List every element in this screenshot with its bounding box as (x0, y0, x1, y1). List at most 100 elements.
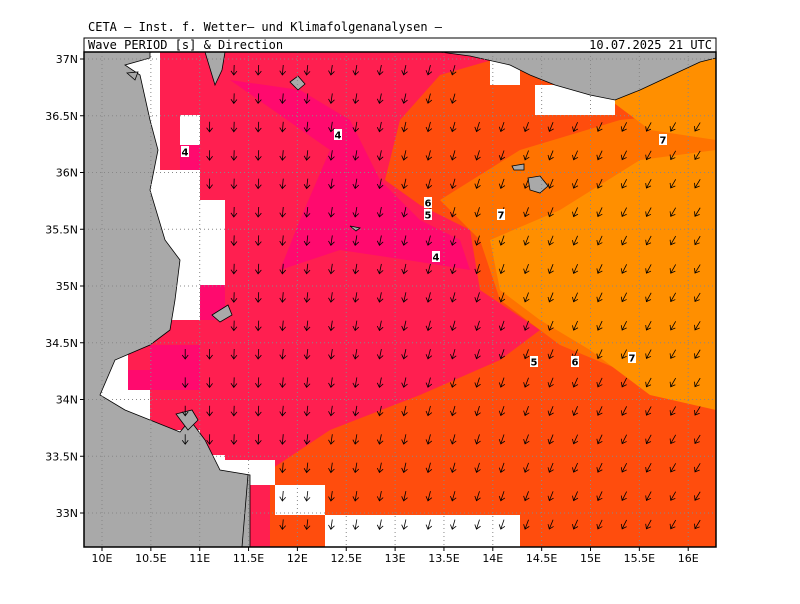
lat-tick-label: 33N (56, 507, 78, 520)
direction-arrow (645, 264, 652, 274)
direction-arrow (450, 491, 457, 502)
direction-arrow (181, 405, 189, 417)
direction-arrow (498, 377, 506, 388)
direction-arrow (694, 264, 701, 274)
direction-arrow (279, 178, 286, 190)
direction-arrow (425, 150, 433, 161)
direction-arrow (450, 93, 457, 104)
contour-label-box (334, 129, 342, 140)
direction-arrow (645, 519, 652, 530)
direction-arrow (669, 519, 677, 530)
direction-arrow (572, 377, 579, 388)
direction-arrow (255, 263, 262, 275)
direction-arrow (523, 349, 530, 360)
direction-arrow (450, 65, 457, 76)
direction-arrow (645, 207, 652, 217)
direction-arrow (230, 320, 238, 332)
direction-arrow (547, 264, 554, 275)
direction-arrow (279, 519, 286, 531)
direction-arrow (376, 519, 384, 530)
direction-arrow (596, 377, 603, 388)
direction-arrow (328, 235, 335, 247)
direction-arrow (401, 405, 408, 417)
direction-arrow (620, 122, 628, 132)
direction-arrow (620, 434, 628, 445)
direction-arrow (425, 462, 433, 474)
grid (84, 52, 716, 547)
direction-arrow (620, 349, 628, 360)
direction-arrow (425, 491, 433, 502)
direction-arrow (694, 491, 701, 501)
direction-arrow (450, 292, 457, 303)
land-tunisia-libya (84, 52, 251, 547)
direction-arrow (547, 434, 554, 445)
contour-label-box (497, 209, 505, 220)
direction-arrow (620, 320, 628, 331)
direction-arrow (498, 349, 506, 360)
direction-arrow (547, 207, 554, 218)
direction-arrow (328, 434, 335, 445)
direction-arrow (523, 434, 530, 445)
direction-arrow (523, 150, 530, 161)
direction-arrow (694, 463, 701, 473)
direction-arrow (328, 519, 335, 531)
direction-arrow (376, 320, 384, 332)
direction-arrow (523, 519, 530, 530)
direction-arrow (523, 462, 530, 473)
direction-arrow (474, 178, 481, 190)
direction-arrow (376, 462, 384, 474)
direction-arrow (401, 93, 408, 104)
direction-arrow (694, 235, 701, 246)
direction-arrow (474, 462, 481, 474)
direction-arrow (547, 406, 554, 417)
direction-arrow (620, 462, 628, 473)
contour-label: 4 (335, 131, 342, 142)
contour-label-box (659, 134, 667, 145)
direction-arrow (376, 491, 384, 502)
direction-arrow (596, 178, 603, 189)
direction-arrow (181, 377, 189, 389)
direction-arrow (230, 64, 238, 76)
direction-arrow (352, 377, 360, 388)
direction-arrow (450, 235, 457, 246)
direction-arrow (352, 65, 360, 76)
direction-arrow (694, 150, 701, 161)
direction-arrow (303, 93, 311, 105)
direction-arrow (279, 348, 286, 360)
direction-arrow (303, 405, 311, 417)
direction-arrow (694, 179, 701, 189)
direction-arrow (206, 377, 213, 389)
contour-label: 4 (182, 148, 189, 159)
direction-arrow (523, 235, 530, 246)
direction-arrow (352, 235, 360, 246)
direction-arrow (328, 348, 335, 360)
direction-arrow (303, 178, 311, 190)
direction-arrow (401, 150, 408, 161)
direction-arrow (303, 121, 311, 133)
direction-arrow (425, 377, 433, 388)
direction-arrow (572, 519, 579, 530)
direction-arrow (401, 519, 408, 530)
direction-arrow (328, 405, 335, 417)
direction-arrow (425, 121, 433, 133)
direction-arrow (572, 491, 579, 502)
direction-arrow (645, 321, 652, 331)
direction-arrow (303, 292, 311, 303)
direction-arrow (255, 405, 262, 417)
direction-arrow (474, 491, 481, 502)
direction-arrow (645, 179, 652, 189)
direction-arrows (181, 64, 701, 531)
direction-arrow (328, 150, 335, 161)
direction-arrow (303, 206, 311, 218)
direction-arrow (450, 405, 457, 417)
direction-arrow (376, 121, 384, 133)
direction-arrow (620, 519, 628, 530)
direction-arrow (596, 207, 603, 218)
direction-arrow (596, 150, 603, 161)
direction-arrow (474, 377, 481, 388)
direction-arrow (547, 178, 554, 189)
direction-arrow (376, 178, 384, 190)
direction-arrow (230, 121, 238, 133)
direction-arrow (376, 292, 384, 303)
direction-arrow (620, 178, 628, 189)
